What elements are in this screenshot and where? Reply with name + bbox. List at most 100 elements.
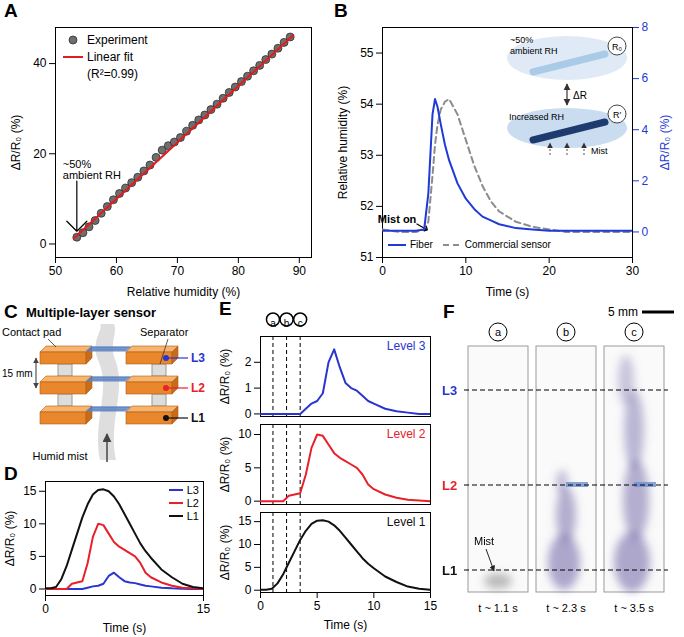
html-text:A: A <box>4 0 18 21</box>
svg-text:5 mm: 5 mm <box>608 305 638 319</box>
svg-text:Time (s): Time (s) <box>103 621 147 635</box>
svg-text:L1: L1 <box>442 563 457 578</box>
svg-text:~50%: ~50% <box>510 35 533 45</box>
svg-text:Mist on: Mist on <box>378 213 417 225</box>
svg-text:Contact pad: Contact pad <box>2 326 61 338</box>
svg-text:4: 4 <box>642 123 649 137</box>
html-text:E: E <box>219 298 232 319</box>
svg-text:2: 2 <box>642 174 649 188</box>
svg-text:54: 54 <box>360 97 374 111</box>
svg-text:Time (s): Time (s) <box>486 285 530 299</box>
svg-text:5: 5 <box>314 599 321 613</box>
svg-text:5: 5 <box>245 461 252 475</box>
svg-text:c: c <box>631 326 637 338</box>
svg-text:50: 50 <box>49 264 63 278</box>
svg-text:40: 40 <box>33 56 47 70</box>
html-text:D: D <box>4 463 18 484</box>
svg-text:30: 30 <box>626 264 640 278</box>
html-text:L2: L2 <box>186 497 199 509</box>
svg-text:Mist: Mist <box>474 535 494 547</box>
svg-text:0: 0 <box>245 407 252 421</box>
svg-text:Level 2: Level 2 <box>387 427 426 441</box>
svg-text:10: 10 <box>23 517 37 531</box>
svg-text:20: 20 <box>542 264 556 278</box>
svg-text:15: 15 <box>238 514 252 528</box>
svg-text:0: 0 <box>245 583 252 597</box>
svg-text:60: 60 <box>110 264 124 278</box>
svg-text:52: 52 <box>360 199 374 213</box>
svg-text:L2: L2 <box>442 478 457 493</box>
svg-text:L1: L1 <box>191 411 205 425</box>
svg-text:Increased RH: Increased RH <box>509 112 564 122</box>
svg-text:53: 53 <box>360 148 374 162</box>
svg-text:15: 15 <box>23 484 37 498</box>
svg-text:t ~ 1.1 s: t ~ 1.1 s <box>478 602 518 614</box>
svg-text:0: 0 <box>245 494 252 508</box>
svg-text:0: 0 <box>30 582 37 596</box>
svg-text:10: 10 <box>459 264 473 278</box>
svg-text:6: 6 <box>642 71 649 85</box>
svg-text:0: 0 <box>42 602 49 616</box>
svg-text:Separator: Separator <box>140 326 189 338</box>
svg-text:15 mm: 15 mm <box>2 368 33 379</box>
svg-text:90: 90 <box>293 264 307 278</box>
html-text:L3: L3 <box>186 484 199 496</box>
svg-text:15: 15 <box>197 602 211 616</box>
svg-text:C: C <box>4 301 18 322</box>
svg-text:c: c <box>298 318 303 329</box>
svg-text:Relative humidity (%): Relative humidity (%) <box>127 285 240 299</box>
svg-text:ΔR/R₀ (%): ΔR/R₀ (%) <box>3 511 17 567</box>
svg-text:Time (s): Time (s) <box>324 618 368 632</box>
svg-text:R₀: R₀ <box>612 42 622 52</box>
svg-text:L3: L3 <box>191 351 205 365</box>
svg-text:70: 70 <box>171 264 185 278</box>
svg-text:F: F <box>443 301 455 322</box>
svg-text:t ~ 3.5 s: t ~ 3.5 s <box>614 602 654 614</box>
svg-text:R′: R′ <box>613 110 621 120</box>
svg-text:a: a <box>495 326 502 338</box>
html-text:Fiber: Fiber <box>410 239 433 250</box>
svg-text:Humid mist: Humid mist <box>32 450 87 462</box>
svg-text:80: 80 <box>232 264 246 278</box>
svg-text:Mist: Mist <box>591 146 608 156</box>
svg-text:1: 1 <box>245 381 252 395</box>
svg-text:ΔR/R₀ (%): ΔR/R₀ (%) <box>218 525 232 581</box>
svg-text:b: b <box>284 318 290 329</box>
html-text:B: B <box>334 0 348 21</box>
html-text:Experiment: Experiment <box>87 33 148 47</box>
html-text:L1: L1 <box>186 510 199 522</box>
svg-text:L2: L2 <box>191 381 205 395</box>
svg-text:Level 3: Level 3 <box>387 339 426 353</box>
svg-text:5: 5 <box>30 549 37 563</box>
svg-text:Relative humidity (%): Relative humidity (%) <box>336 86 350 199</box>
svg-text:0: 0 <box>257 599 264 613</box>
svg-text:2: 2 <box>245 355 252 369</box>
svg-text:L3: L3 <box>442 383 457 398</box>
svg-text:ΔR/R₀ (%): ΔR/R₀ (%) <box>218 437 232 493</box>
svg-text:10: 10 <box>238 537 252 551</box>
svg-text:10: 10 <box>367 599 381 613</box>
svg-text:0: 0 <box>40 237 47 251</box>
svg-text:Level 1: Level 1 <box>387 515 426 529</box>
svg-text:15: 15 <box>424 599 438 613</box>
svg-text:ΔR/R₀ (%): ΔR/R₀ (%) <box>9 115 23 171</box>
svg-text:0: 0 <box>642 225 649 239</box>
html-text:(R²=0.99): (R²=0.99) <box>87 67 138 81</box>
svg-text:b: b <box>563 326 569 338</box>
svg-text:ambient RH: ambient RH <box>510 46 558 56</box>
svg-text:Multiple-layer sensor: Multiple-layer sensor <box>26 305 156 320</box>
svg-text:51: 51 <box>360 250 374 264</box>
svg-text:~50%ambient RH: ~50%ambient RH <box>63 158 121 181</box>
svg-text:10: 10 <box>238 427 252 441</box>
svg-text:a: a <box>270 318 276 329</box>
svg-text:55: 55 <box>360 46 374 60</box>
svg-text:8: 8 <box>642 20 649 34</box>
svg-text:t ~ 2.3 s: t ~ 2.3 s <box>546 602 586 614</box>
html-text:Linear fit: Linear fit <box>87 50 133 64</box>
svg-text:ΔR/R₀ (%): ΔR/R₀ (%) <box>658 115 672 171</box>
svg-text:20: 20 <box>33 147 47 161</box>
svg-text:5: 5 <box>245 560 252 574</box>
svg-text:0: 0 <box>379 264 386 278</box>
svg-text:ΔR/R₀ (%): ΔR/R₀ (%) <box>218 349 232 405</box>
svg-text:ΔR: ΔR <box>573 90 587 101</box>
